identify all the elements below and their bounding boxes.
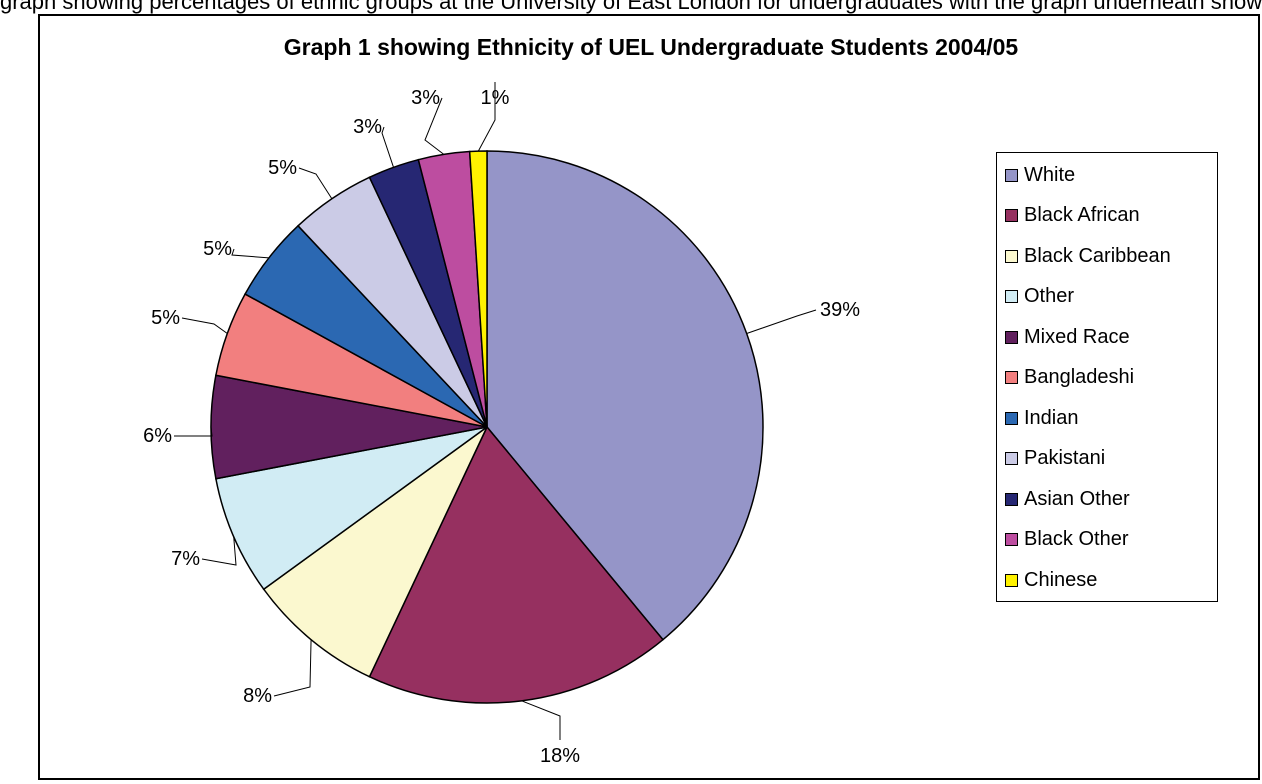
legend-item-mixed-race: Mixed Race — [1005, 323, 1130, 351]
legend-label: Black African — [1024, 204, 1140, 226]
leader-line-black-other — [424, 97, 445, 155]
legend-label: Black Caribbean — [1024, 244, 1171, 267]
leader-line-white — [746, 309, 817, 334]
pie-slice-black-caribbean — [262, 426, 488, 678]
data-label-bangladeshi: 5% — [151, 307, 180, 329]
legend-item-other: Other — [1005, 283, 1074, 311]
legend-item-black-caribbean: Black Caribbean — [1005, 242, 1171, 270]
legend-item-black-african: Black African — [1005, 202, 1140, 230]
data-label-black-other: 3% — [411, 87, 440, 109]
legend-swatch — [1005, 168, 1018, 182]
legend-item-indian: Indian — [1005, 404, 1079, 432]
data-label-white: 39% — [820, 299, 860, 321]
data-label-other: 7% — [171, 548, 200, 570]
data-label-black-african: 18% — [540, 745, 580, 767]
leader-line-chinese — [477, 82, 496, 152]
legend-item-asian-other: Asian Other — [1005, 485, 1130, 513]
legend-label: Asian Other — [1024, 487, 1130, 510]
legend-item-pakistani: Pakistani — [1005, 445, 1105, 473]
leader-line-bangladeshi — [181, 317, 228, 334]
pie-slice-white — [486, 150, 764, 641]
data-label-chinese: 1% — [481, 87, 510, 109]
legend-swatch — [1005, 330, 1018, 344]
legend-swatch — [1005, 290, 1018, 303]
chart-title: Graph 1 showing Ethnicity of UEL Undergr… — [283, 34, 1019, 60]
legend-item-black-other: Black Other — [1005, 526, 1128, 554]
pie-slice-black-african — [368, 425, 664, 704]
data-label-asian-other: 3% — [353, 116, 382, 138]
legend-item-bangladeshi: Bangladeshi — [1005, 364, 1134, 392]
legend-label: Pakistani — [1024, 447, 1106, 469]
chart-frame: Graph 1 showing Ethnicity of UEL Undergr… — [38, 14, 1260, 780]
legend-label: Other — [1024, 285, 1075, 307]
legend-swatch — [1005, 249, 1018, 263]
data-label-black-caribbean: 8% — [243, 685, 272, 707]
legend-item-chinese: Chinese — [1005, 566, 1097, 594]
leader-line-black-caribbean — [273, 639, 312, 697]
cut-off-page-text: graph showing percentages of ethnic grou… — [0, 0, 1262, 14]
data-label-mixed-race: 6% — [143, 425, 172, 447]
leader-line-black-african — [521, 700, 561, 740]
pie-slice-chinese — [468, 150, 488, 428]
leader-line-mixed-race — [174, 426, 213, 437]
leader-line-pakistani — [298, 167, 333, 199]
chart-legend: White Black African Black Caribbean Other Mi… — [996, 152, 1218, 602]
legend-label: Mixed Race — [1024, 325, 1130, 348]
legend-swatch — [1005, 452, 1018, 465]
leader-line-asian-other — [381, 126, 394, 168]
legend-label: Black Other — [1024, 528, 1129, 550]
legend-swatch — [1005, 209, 1018, 222]
data-label-indian: 5% — [203, 238, 232, 260]
pie-slice-other — [215, 426, 488, 591]
data-label-pakistani: 5% — [268, 157, 297, 179]
legend-swatch — [1005, 371, 1018, 384]
legend-label: Bangladeshi — [1024, 366, 1135, 388]
legend-item-white: White — [1005, 161, 1075, 189]
leader-line-other — [201, 536, 237, 566]
leader-line-indian — [231, 248, 269, 259]
pie-chart: 39% 18% 8% 7% 6% 5% 5% 5% 3% 3% 1% — [143, 82, 860, 767]
legend-swatch — [1005, 533, 1018, 546]
legend-label: White — [1024, 163, 1076, 186]
legend-label: Indian — [1024, 406, 1079, 429]
legend-swatch — [1005, 411, 1018, 425]
legend-swatch — [1005, 492, 1018, 506]
legend-swatch — [1005, 573, 1018, 587]
legend-label: Chinese — [1024, 568, 1098, 591]
